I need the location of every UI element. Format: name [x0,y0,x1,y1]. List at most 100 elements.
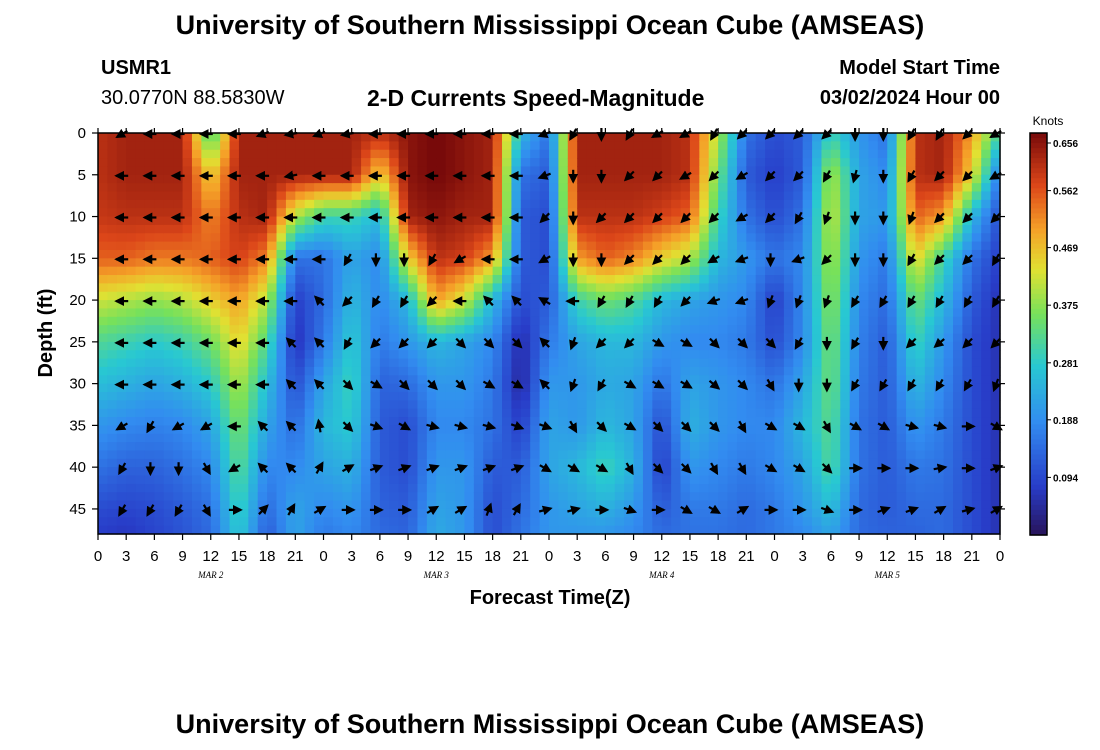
heatmap-cell [830,391,841,401]
heatmap-cell [981,358,992,368]
heatmap-cell [877,458,888,468]
heatmap-cell [502,417,513,426]
heatmap-cell [896,166,907,176]
heatmap-cell [915,408,926,418]
heatmap-cell [595,183,606,193]
heatmap-cell [896,417,907,426]
heatmap-cell [652,400,663,410]
heatmap-cell [549,275,559,284]
heatmap-cell [135,166,146,176]
heatmap-cell [464,333,475,343]
heatmap-cell [633,300,644,310]
heatmap-cell [661,258,672,268]
heatmap-cell [379,149,390,159]
heatmap-cell [191,341,202,351]
heatmap-cell [98,208,108,218]
heatmap-cell [924,408,935,418]
current-arrow [285,420,297,432]
heatmap-cell [887,283,898,293]
heatmap-cell [962,500,973,510]
heatmap-cell [520,133,531,142]
heatmap-cell [830,149,841,159]
heatmap-cell [981,400,992,410]
heatmap-cell [577,199,588,209]
heatmap-cell [558,174,569,184]
heatmap-cell [285,233,296,243]
heatmap-cell [361,300,372,310]
heatmap-cell [473,400,484,410]
heatmap-cell [586,241,597,251]
heatmap-cell [238,467,249,477]
heatmap-cell [793,275,804,284]
heatmap-cell [624,391,635,401]
heatmap-cell [924,249,935,259]
heatmap-cell [539,191,550,201]
heatmap-cell [802,191,813,201]
heatmap-cell [154,258,165,268]
heatmap-cell [605,500,616,510]
heatmap-cell [191,375,202,385]
current-arrow [454,464,468,474]
heatmap-cell [868,475,879,485]
heatmap-cell [163,149,174,159]
heatmap-cell [229,208,240,218]
heatmap-cell [351,517,362,527]
heatmap-cell [182,467,193,477]
heatmap-cell [896,467,907,477]
heatmap-cell [924,450,935,460]
heatmap-cell [116,275,127,284]
heatmap-cell [727,283,738,293]
heatmap-cell [915,283,926,293]
heatmap-cell [727,425,738,435]
heatmap-cell [285,166,296,176]
heatmap-cell [135,158,146,168]
heatmap-cell [586,216,597,226]
heatmap-cell [896,458,907,468]
heatmap-cell [981,191,992,201]
heatmap-cell [408,158,419,168]
heatmap-cell [577,517,588,527]
heatmap-cell [567,358,578,368]
heatmap-cell [689,308,700,318]
heatmap-cell [220,191,231,201]
heatmap-cell [191,366,202,376]
heatmap-cell [727,149,738,159]
heatmap-cell [830,158,841,168]
current-arrow [257,420,269,432]
heatmap-cell [191,141,202,151]
heatmap-cell [699,158,710,168]
heatmap-cell [210,442,221,452]
heatmap-cell [379,450,390,460]
heatmap-cell [210,383,221,393]
heatmap-cell [398,433,409,443]
heatmap-cell [445,199,456,209]
heatmap-cell [558,300,569,310]
heatmap-cell [586,141,597,151]
heatmap-cell [351,425,362,435]
heatmap-cell [990,224,1001,234]
heatmap-cell [943,383,954,393]
heatmap-cell [473,283,484,293]
heatmap-cell [445,183,456,193]
heatmap-cell [953,149,964,159]
heatmap-cell [238,266,249,276]
heatmap-cell [295,417,306,426]
heatmap-cell [915,475,926,485]
heatmap-cell [417,475,428,485]
heatmap-cell [455,333,466,343]
heatmap-cell [868,325,879,335]
heatmap-cell [934,366,945,376]
heatmap-cell [755,383,766,393]
heatmap-cell [661,241,672,251]
heatmap-cell [267,166,278,176]
heatmap-cell [502,458,513,468]
heatmap-cell [126,216,137,226]
heatmap-cell [238,183,249,193]
heatmap-cell [323,375,334,385]
heatmap-cell [267,141,278,151]
heatmap-cell [248,183,259,193]
current-arrow [314,418,325,433]
heatmap-cell [783,517,794,527]
heatmap-cell [821,350,832,360]
heatmap-cell [708,450,719,460]
